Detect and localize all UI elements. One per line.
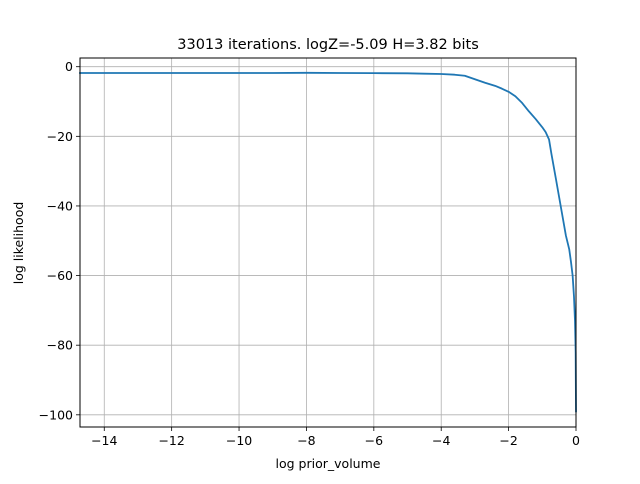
y-axis-label: log likelihood (11, 202, 26, 285)
x-tick-label: −6 (365, 433, 383, 448)
y-tick-label: 0 (65, 59, 73, 74)
y-tick-label: −100 (39, 407, 73, 422)
tick-layer: −14 −12 −10 −8 −6 −4 −2 00−20−40−60−80−100 (39, 59, 580, 448)
series-line-1 (79, 71, 577, 413)
series-layer (79, 71, 577, 413)
x-tick-label: −4 (432, 433, 450, 448)
y-tick-label: −60 (47, 268, 73, 283)
plot-frame (79, 57, 577, 428)
x-axis-label: log prior_volume (276, 456, 381, 471)
x-tick-label: −12 (158, 433, 184, 448)
x-tick-label: −10 (226, 433, 252, 448)
x-tick-label: −2 (499, 433, 517, 448)
y-tick-label: −40 (47, 198, 73, 213)
x-tick-label: 0 (572, 433, 580, 448)
plot-area-background (80, 58, 576, 427)
x-tick-label: −14 (91, 433, 117, 448)
chart-title: 33013 iterations. logZ=-5.09 H=3.82 bits (177, 37, 479, 53)
y-tick-label: −80 (47, 338, 73, 353)
x-tick-label: −8 (297, 433, 315, 448)
y-tick-label: −20 (47, 129, 73, 144)
